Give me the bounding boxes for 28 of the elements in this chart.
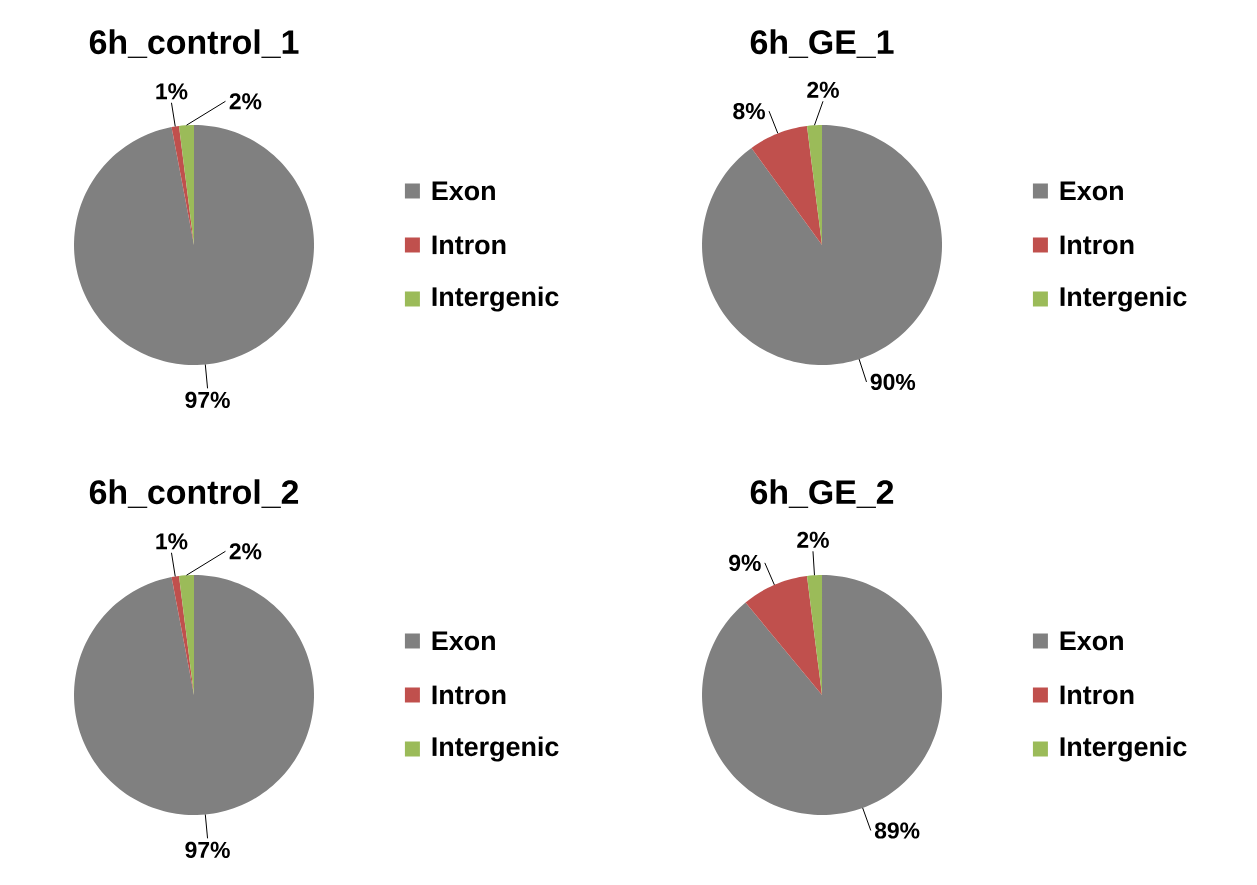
legend-label: Exon	[1060, 181, 1123, 201]
data-label: 97%	[185, 391, 230, 408]
data-label: 9%	[729, 554, 761, 571]
legend-label: Intron	[1060, 685, 1134, 705]
legend-label: Intron	[432, 685, 506, 705]
data-label: 2%	[807, 81, 839, 98]
legend-label: Exon	[432, 631, 495, 651]
legend-label: Exon	[1060, 631, 1123, 651]
chart-title: 6h_control_1	[89, 29, 299, 58]
legend-label: Intergenic	[432, 736, 559, 762]
data-label: 2%	[797, 531, 829, 548]
legend-label: Intron	[1060, 235, 1134, 255]
data-label: 8%	[733, 102, 765, 120]
data-label: 2%	[229, 543, 262, 560]
legend-label: Exon	[432, 181, 495, 201]
data-label: 89%	[874, 822, 920, 839]
legend-label: Intergenic	[432, 286, 559, 312]
data-label: 90%	[870, 373, 916, 391]
data-label: 1%	[156, 533, 188, 550]
chart-title: 6h_control_2	[89, 479, 299, 508]
data-label: 2%	[229, 93, 262, 110]
chart-title: 6h_GE_1	[750, 29, 894, 58]
legend-label: Intron	[432, 235, 506, 255]
chart-title: 6h_GE_2	[750, 479, 894, 508]
legend-label: Intergenic	[1060, 286, 1187, 312]
legend-label: Intergenic	[1060, 736, 1187, 762]
data-label: 97%	[185, 841, 230, 858]
data-label: 1%	[156, 83, 188, 100]
